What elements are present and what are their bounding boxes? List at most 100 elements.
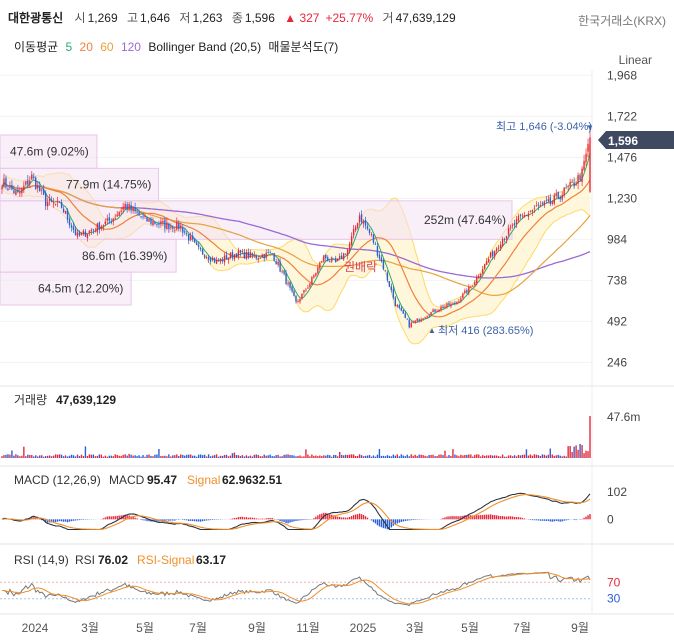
candle-body [193, 239, 196, 243]
volume-bar [484, 455, 486, 458]
volume-bar [537, 455, 540, 458]
candle-body [394, 297, 397, 307]
volume-bar [43, 456, 45, 458]
volume-bar [350, 454, 353, 458]
macd-histogram-bar [327, 513, 329, 520]
macd-histogram-bar [366, 517, 369, 520]
candle-body [273, 253, 275, 261]
volume-bar [50, 456, 53, 458]
volume-bar [229, 455, 232, 458]
candle-body [507, 227, 510, 235]
macd-histogram-bar [186, 519, 188, 521]
candle-body [263, 253, 265, 259]
candle-body [120, 210, 122, 212]
macd-histogram-bar [136, 518, 138, 520]
rsi-signal-name: RSI-Signal [137, 553, 194, 567]
macd-histogram-bar [583, 517, 585, 520]
candle-body [217, 260, 220, 262]
macd-histogram-bar [104, 517, 106, 520]
candle-body [396, 305, 399, 307]
volume-panel-title: 거래량 [14, 393, 47, 407]
candle-body [436, 310, 438, 312]
volume-bar [589, 416, 591, 458]
macd-histogram-bar [412, 519, 414, 521]
macd-histogram-bar [126, 515, 128, 520]
volume-bar [331, 456, 333, 458]
volume-bar [23, 446, 25, 458]
macd-histogram-bar [78, 519, 81, 521]
volume-bar [325, 455, 327, 458]
macd-histogram-bar [354, 514, 357, 520]
candle-body [247, 252, 250, 258]
macd-histogram-bar [342, 517, 345, 520]
candle-body [184, 231, 186, 233]
macd-histogram-bar [521, 517, 524, 520]
volume-bar [5, 454, 7, 458]
macd-histogram-bar [543, 519, 546, 521]
stock-header: 대한광통신 시 1,269 고 1,646 저 1,263 종 1,596 ▲ 327 +… [8, 9, 462, 26]
volume-bar [571, 451, 573, 458]
volume-bar [476, 454, 478, 458]
indicator-legend[interactable]: 이동평균 5 20 60 120 Bollinger Band (20,5) 매… [14, 38, 342, 55]
volume-bar [303, 456, 305, 458]
candle-body [339, 255, 341, 258]
volume-bar [444, 450, 446, 458]
volume-bar [329, 455, 331, 458]
macd-histogram-bar [567, 519, 569, 521]
candle-body [182, 227, 184, 233]
volume-bar [491, 455, 494, 458]
volume-bar [448, 455, 450, 458]
volume-bar [104, 455, 106, 458]
rsi-tick-label: 30 [607, 592, 621, 606]
price-tick-label: 1,476 [607, 150, 637, 164]
volume-bar [416, 455, 418, 458]
volume-bar [428, 455, 430, 458]
candle-body [29, 180, 31, 185]
volume-bar [462, 455, 464, 458]
volume-bar [362, 456, 365, 458]
candle-body [390, 286, 393, 291]
candle-body [62, 208, 65, 213]
macd-histogram-bar [561, 519, 563, 522]
candle-body [176, 221, 178, 230]
volume-bar [464, 455, 466, 458]
x-tick-label: 3월 [81, 621, 99, 635]
macd-histogram-bar [233, 517, 236, 520]
candle-body [283, 271, 285, 274]
macd-histogram-bar [269, 517, 271, 520]
volume-bar [585, 450, 587, 458]
macd-histogram-bar [442, 518, 444, 520]
candle-body [329, 261, 331, 263]
candle-body [41, 189, 43, 191]
macd-histogram-bar [80, 519, 83, 520]
close-label: 종 [231, 11, 243, 25]
macd-histogram-bar [374, 519, 377, 524]
candle-body [448, 303, 450, 306]
macd-histogram-bar [37, 518, 39, 520]
volume-bar [124, 454, 126, 458]
volume-bar [549, 448, 551, 458]
candle-body [253, 254, 255, 256]
volume-bar [7, 454, 9, 458]
macd-histogram-bar [301, 519, 303, 521]
candle-body [420, 319, 422, 322]
macd-histogram-bar [335, 516, 337, 520]
scale-mode-button[interactable]: Linear [618, 53, 652, 67]
volume-bar [241, 455, 244, 458]
volume-bar [390, 456, 393, 458]
macd-histogram-bar [390, 519, 393, 528]
macd-histogram-bar [118, 515, 120, 520]
volume-profile-bar [0, 271, 132, 306]
volume-bar [33, 456, 35, 458]
candle-body [440, 306, 442, 311]
volume-bar [84, 446, 87, 458]
macd-histogram-bar [178, 519, 180, 520]
volume-bar [531, 455, 534, 458]
candle-body [239, 250, 242, 253]
volume-bar [164, 455, 166, 458]
volume-bar [563, 455, 565, 458]
volume-bar [470, 454, 472, 458]
macd-histogram-bar [317, 515, 319, 520]
volume-bar [122, 454, 124, 458]
